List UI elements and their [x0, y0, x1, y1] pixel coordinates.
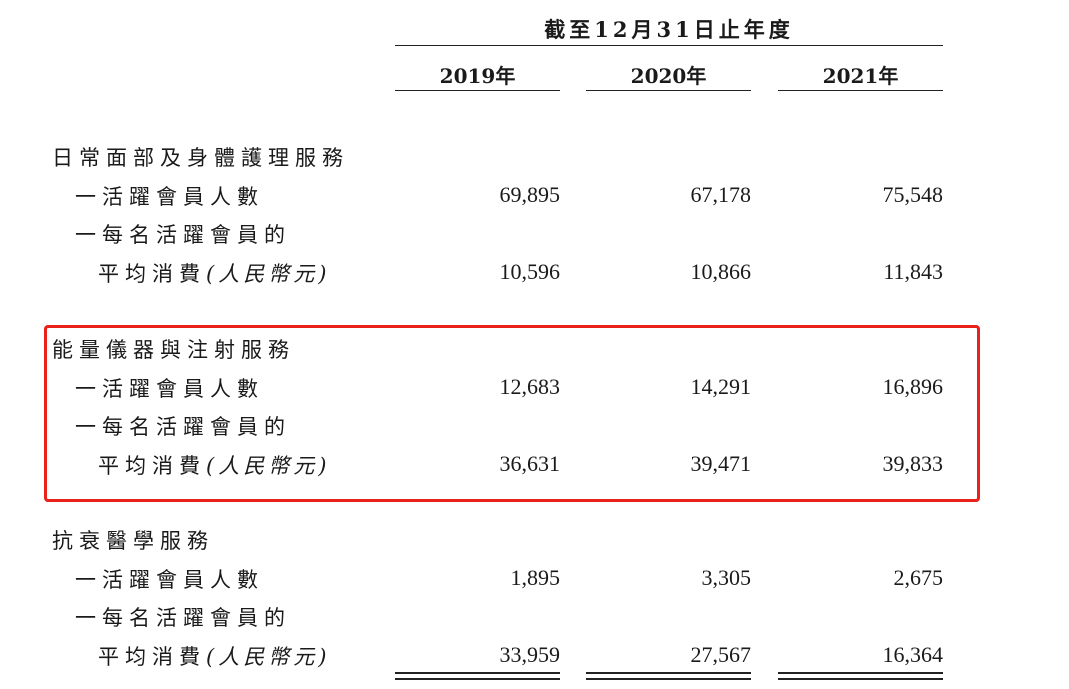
avg-spend-text: 平均消費 — [98, 454, 206, 478]
cell-active-members-2021: 2,675 — [893, 565, 944, 590]
double-rule-2021 — [778, 672, 943, 680]
section-title: 抗衰醫學服務 — [52, 529, 214, 553]
cell-active-members-2020: 3,305 — [701, 565, 752, 590]
year-rule-2021 — [778, 90, 943, 91]
year-header-2021: 2021年 — [822, 64, 899, 88]
cell-active-members-2020: 14,291 — [690, 374, 752, 399]
cell-active-members-2019: 12,683 — [499, 374, 561, 399]
row-label-active-members: 一活躍會員人數 — [75, 568, 264, 592]
unit-rmb: (人民幣元) — [206, 454, 331, 478]
period-header-rule — [395, 45, 943, 46]
avg-spend-text: 平均消費 — [98, 262, 206, 286]
cell-active-members-2020: 67,178 — [690, 182, 752, 207]
double-rule-2020 — [586, 672, 751, 680]
year-header-2020: 2020年 — [630, 64, 707, 88]
section-title: 能量儀器與注射服務 — [52, 338, 295, 362]
row-label-avg-spend-line2: 平均消費(人民幣元) — [98, 641, 330, 671]
section-title: 日常面部及身體護理服務 — [52, 146, 349, 170]
cell-avg-spend-2020: 10,866 — [690, 259, 752, 284]
row-label-avg-spend-line1: 一每名活躍會員的 — [75, 606, 291, 630]
row-label-avg-spend-line2: 平均消費(人民幣元) — [98, 450, 330, 480]
year-header-2019: 2019年 — [439, 64, 516, 88]
cell-avg-spend-2021: 39,833 — [882, 451, 944, 476]
cell-active-members-2021: 16,896 — [882, 374, 944, 399]
cell-avg-spend-2019: 36,631 — [499, 451, 561, 476]
cell-avg-spend-2021: 16,364 — [882, 642, 944, 667]
double-rule-2019 — [395, 672, 560, 680]
row-label-avg-spend-line2: 平均消費(人民幣元) — [98, 258, 330, 288]
cell-avg-spend-2020: 39,471 — [690, 451, 752, 476]
cell-avg-spend-2019: 10,596 — [499, 259, 561, 284]
avg-spend-text: 平均消費 — [98, 645, 206, 669]
highlight-box — [44, 325, 980, 502]
cell-avg-spend-2019: 33,959 — [499, 642, 561, 667]
row-label-avg-spend-line1: 一每名活躍會員的 — [75, 415, 291, 439]
row-label-avg-spend-line1: 一每名活躍會員的 — [75, 223, 291, 247]
year-rule-2019 — [395, 90, 560, 91]
unit-rmb: (人民幣元) — [206, 645, 331, 669]
year-rule-2020 — [586, 90, 751, 91]
cell-avg-spend-2021: 11,843 — [883, 259, 943, 284]
cell-active-members-2019: 1,895 — [510, 565, 561, 590]
cell-avg-spend-2020: 27,567 — [690, 642, 752, 667]
row-label-active-members: 一活躍會員人數 — [75, 185, 264, 209]
cell-active-members-2019: 69,895 — [499, 182, 561, 207]
row-label-active-members: 一活躍會員人數 — [75, 377, 264, 401]
period-header: 截至12月31日止年度 — [544, 17, 794, 42]
cell-active-members-2021: 75,548 — [882, 182, 944, 207]
unit-rmb: (人民幣元) — [206, 262, 331, 286]
